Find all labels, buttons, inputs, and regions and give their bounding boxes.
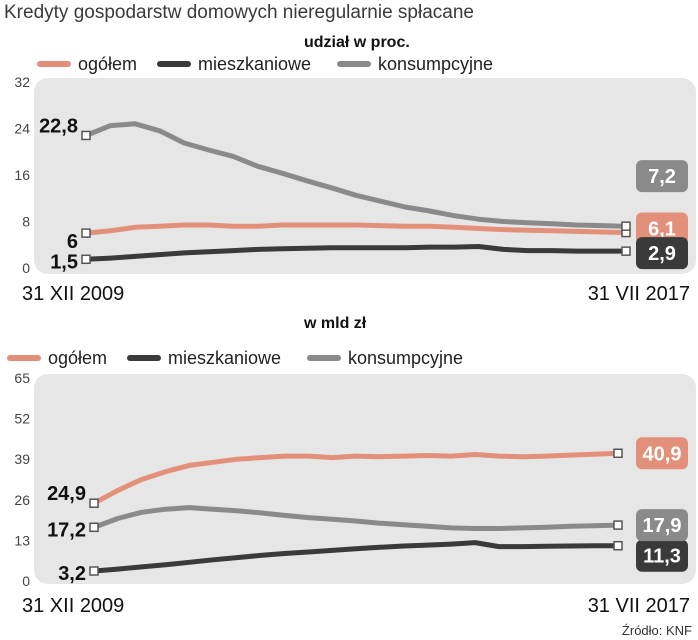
chart-share-percent: ogółem mieszkaniowe konsumpcyjne 0 8 16 24 32 6 6…: [14, 54, 696, 305]
series-start-label-0: 24,9: [47, 483, 86, 505]
series-start-marker-2: [89, 522, 99, 533]
series-end-badge-2: [636, 160, 688, 193]
chart-billion-pln: ogółem mieszkaniowe konsumpcyjne 0 13 26 39 52 6…: [7, 348, 696, 617]
series-end-badge-0: [636, 212, 688, 245]
x-end-label: 31 VII 2017: [588, 283, 690, 305]
y-tick-label-1: 13: [14, 532, 30, 548]
y-tick-label-2: 26: [14, 492, 30, 508]
series-end-label-1: 2,9: [648, 243, 676, 265]
y-tick-label-3: 24: [14, 121, 30, 137]
series-start-label-0: 6: [67, 231, 78, 253]
y-tick-label-0: 0: [22, 260, 30, 276]
series-line-1: [83, 244, 629, 262]
series-start-label-2: 17,2: [47, 519, 86, 541]
source-note: Źródło: KNF: [621, 623, 692, 638]
series-end-badge-2: [636, 509, 688, 542]
y-tick-label-2: 16: [14, 167, 30, 183]
y-tick-label-3: 39: [14, 451, 30, 467]
series-line-0: [83, 222, 629, 236]
series-end-label-0: 6,1: [648, 219, 676, 241]
series-start-marker-0: [81, 228, 91, 238]
series-end-marker-0: [613, 448, 623, 459]
series-start-label-2: 22,8: [39, 115, 78, 137]
infographic-title: Kredyty gospodarstw domowych nieregularn…: [4, 2, 474, 23]
legend-label-2: konsumpcyjne: [348, 348, 463, 368]
legend-label-1: mieszkaniowe: [198, 54, 311, 74]
series-start-marker-1: [81, 254, 91, 265]
series-line-0: [91, 450, 621, 506]
y-tick-label-4: 52: [14, 411, 30, 427]
plot-panel: [34, 78, 696, 274]
chart2-title: w mld zł: [304, 315, 367, 332]
series-line-2: [91, 505, 621, 531]
legend-label-1: mieszkaniowe: [168, 348, 281, 368]
series-end-badge-1: [636, 539, 688, 572]
series-end-label-0: 40,9: [643, 443, 682, 465]
series-end-marker-1: [613, 540, 623, 551]
series-start-marker-1: [89, 566, 99, 576]
series-end-marker-2: [621, 221, 631, 231]
legend-label-2: konsumpcyjne: [378, 54, 493, 74]
series-end-badge-1: [636, 237, 688, 270]
series-start-label-1: 3,2: [58, 563, 86, 585]
series-end-marker-1: [621, 246, 631, 256]
legend-label-0: ogółem: [48, 348, 107, 368]
y-tick-label-5: 65: [14, 370, 30, 386]
series-end-label-1: 11,3: [643, 546, 681, 568]
series-line-1: [91, 540, 621, 574]
series-start-label-1: 1,5: [50, 251, 78, 273]
series-line-2: [83, 121, 629, 229]
y-tick-label-1: 8: [22, 214, 30, 230]
series-end-label-2: 7,2: [648, 166, 676, 188]
y-tick-label-0: 0: [22, 573, 30, 589]
series-end-badge-0: [636, 437, 688, 470]
x-start-label: 31 XII 2009: [22, 283, 124, 305]
y-tick-label-4: 32: [14, 74, 30, 90]
x-start-label: 31 XII 2009: [22, 595, 124, 617]
series-start-marker-0: [89, 498, 99, 508]
chart1-title: udział w proc.: [304, 34, 410, 51]
plot-panel: [34, 374, 696, 584]
series-start-marker-2: [81, 130, 91, 141]
series-end-label-2: 17,9: [643, 515, 682, 537]
legend-label-0: ogółem: [78, 54, 137, 74]
x-end-label: 31 VII 2017: [588, 595, 690, 617]
series-end-marker-2: [613, 520, 623, 530]
